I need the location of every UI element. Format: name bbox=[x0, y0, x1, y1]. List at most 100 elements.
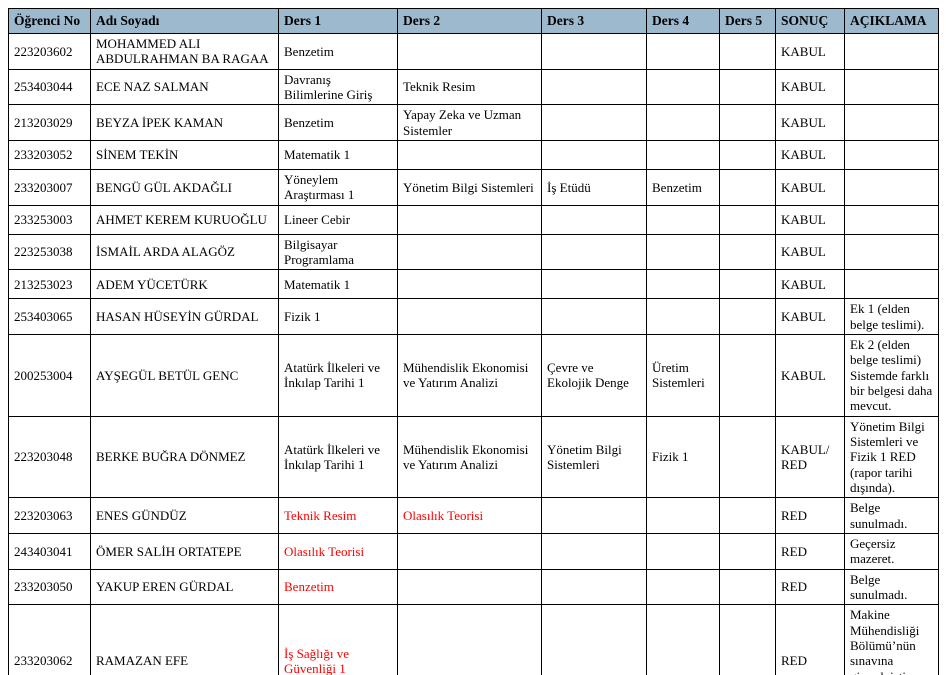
cell-aciklama: Belge sunulmadı. bbox=[844, 497, 939, 534]
cell-ogrenci-no: 223203048 bbox=[8, 415, 91, 499]
col-header-sonuc: SONUÇ bbox=[775, 8, 845, 34]
cell-sonuc: KABUL/ RED bbox=[775, 415, 845, 499]
cell-ders5 bbox=[719, 269, 776, 300]
cell-ders2 bbox=[397, 139, 542, 170]
cell-sonuc: KABUL bbox=[775, 168, 845, 206]
cell-ders2: Mühendislik Ekonomisi ve Yatırım Analizi bbox=[397, 333, 542, 417]
cell-ders5 bbox=[719, 204, 776, 235]
cell-aciklama: Ek 1 (elden belge teslimi). bbox=[844, 298, 939, 335]
cell-ogrenci-no: 253403044 bbox=[8, 68, 91, 106]
table-row: 253403065 HASAN HÜSEYİN GÜRDAL Fizik 1 KABU… bbox=[8, 298, 939, 335]
cell-adi-soyadi: RAMAZAN EFE bbox=[90, 604, 279, 675]
cell-ders1: Benzetim bbox=[278, 33, 398, 70]
table-row: 223203602 MOHAMMED ALI ABDULRAHMAN BA RAG… bbox=[8, 33, 939, 70]
cell-aciklama: Belge sunulmadı. bbox=[844, 568, 939, 606]
cell-ogrenci-no: 233203007 bbox=[8, 168, 91, 206]
col-header-ders-1: Ders 1 bbox=[278, 8, 398, 34]
results-table-body: 223203602 MOHAMMED ALI ABDULRAHMAN BA RAG… bbox=[8, 33, 939, 675]
cell-sonuc: KABUL bbox=[775, 204, 845, 235]
table-row: 213253023 ADEM YÜCETÜRK Matematik 1 KABUL bbox=[8, 269, 939, 300]
cell-aciklama bbox=[844, 204, 939, 235]
table-row: 233203052 SİNEM TEKİN Matematik 1 KABUL bbox=[8, 139, 939, 170]
cell-aciklama bbox=[844, 33, 939, 70]
cell-ders4: Fizik 1 bbox=[646, 415, 720, 499]
cell-adi-soyadi: ECE NAZ SALMAN bbox=[90, 68, 279, 106]
cell-aciklama: Ek 2 (elden belge teslimi) Sistemde fark… bbox=[844, 333, 939, 417]
cell-ders4 bbox=[646, 298, 720, 335]
cell-adi-soyadi: BENGÜ GÜL AKDAĞLI bbox=[90, 168, 279, 206]
cell-ders2 bbox=[397, 33, 542, 70]
cell-ders1: Matematik 1 bbox=[278, 139, 398, 170]
table-row: 253403044 ECE NAZ SALMAN Davranış Bilimler… bbox=[8, 68, 939, 106]
cell-ders1: Davranış Bilimlerine Giriş bbox=[278, 68, 398, 106]
cell-ders2: Mühendislik Ekonomisi ve Yatırım Analizi bbox=[397, 415, 542, 499]
cell-ogrenci-no: 233203062 bbox=[8, 604, 91, 675]
cell-ders4 bbox=[646, 568, 720, 606]
cell-ders3 bbox=[541, 204, 647, 235]
cell-ders2: Yapay Zeka ve Uzman Sistemler bbox=[397, 104, 542, 141]
table-row: 223253038 İSMAİL ARDA ALAGÖZ Bilgisayar Pr… bbox=[8, 233, 939, 271]
table-row: 223203063 ENES GÜNDÜZ Teknik Resim Olasılık… bbox=[8, 497, 939, 534]
cell-ogrenci-no: 233253003 bbox=[8, 204, 91, 235]
cell-adi-soyadi: BEYZA İPEK KAMAN bbox=[90, 104, 279, 141]
cell-ogrenci-no: 233203052 bbox=[8, 139, 91, 170]
cell-ders1: Atatürk İlkeleri ve İnkılap Tarihi 1 bbox=[278, 415, 398, 499]
cell-ders5 bbox=[719, 33, 776, 70]
col-header-aciklama: AÇIKLAMA bbox=[844, 8, 939, 34]
cell-ders5 bbox=[719, 168, 776, 206]
cell-sonuc: KABUL bbox=[775, 139, 845, 170]
cell-ders2 bbox=[397, 568, 542, 606]
col-header-ders-5: Ders 5 bbox=[719, 8, 776, 34]
cell-ders5 bbox=[719, 497, 776, 534]
cell-ders1: Yöneylem Araştırması 1 bbox=[278, 168, 398, 206]
col-header-ders-2: Ders 2 bbox=[397, 8, 542, 34]
cell-ders5 bbox=[719, 532, 776, 570]
cell-ders3 bbox=[541, 68, 647, 106]
table-row: 200253004 AYŞEGÜL BETÜL GENC Atatürk İlkel… bbox=[8, 333, 939, 417]
col-header-ders-4: Ders 4 bbox=[646, 8, 720, 34]
cell-ders5 bbox=[719, 139, 776, 170]
cell-ders5 bbox=[719, 604, 776, 675]
cell-adi-soyadi: ENES GÜNDÜZ bbox=[90, 497, 279, 534]
cell-adi-soyadi: YAKUP EREN GÜRDAL bbox=[90, 568, 279, 606]
cell-ders3: Çevre ve Ekolojik Denge bbox=[541, 333, 647, 417]
table-row: 213203029 BEYZA İPEK KAMAN Benzetim Yapay Z… bbox=[8, 104, 939, 141]
cell-ders5 bbox=[719, 568, 776, 606]
cell-ogrenci-no: 223203063 bbox=[8, 497, 91, 534]
cell-aciklama: Geçersiz mazeret. bbox=[844, 532, 939, 570]
cell-ders4 bbox=[646, 604, 720, 675]
cell-ders3 bbox=[541, 568, 647, 606]
cell-ders1: Olasılık Teorisi bbox=[278, 532, 398, 570]
cell-ders5 bbox=[719, 298, 776, 335]
cell-ogrenci-no: 253403065 bbox=[8, 298, 91, 335]
cell-adi-soyadi: AYŞEGÜL BETÜL GENC bbox=[90, 333, 279, 417]
table-row: 243403041 ÖMER SALİH ORTATEPE Olasılık Teo… bbox=[8, 532, 939, 570]
cell-ders2: Olasılık Teorisi bbox=[397, 497, 542, 534]
cell-sonuc: KABUL bbox=[775, 333, 845, 417]
cell-ders5 bbox=[719, 104, 776, 141]
cell-aciklama bbox=[844, 269, 939, 300]
cell-aciklama: Makine Mühendisliği Bölümü’nün sınavına … bbox=[844, 604, 939, 675]
cell-ders3: Yönetim Bilgi Sistemleri bbox=[541, 415, 647, 499]
cell-ders3 bbox=[541, 497, 647, 534]
cell-ders4 bbox=[646, 104, 720, 141]
cell-ders5 bbox=[719, 68, 776, 106]
cell-ders3 bbox=[541, 604, 647, 675]
cell-ders4 bbox=[646, 497, 720, 534]
cell-ders5 bbox=[719, 415, 776, 499]
cell-ders1: Bilgisayar Programlama bbox=[278, 233, 398, 271]
cell-sonuc: KABUL bbox=[775, 33, 845, 70]
cell-aciklama bbox=[844, 139, 939, 170]
cell-ders4 bbox=[646, 204, 720, 235]
cell-adi-soyadi: ADEM YÜCETÜRK bbox=[90, 269, 279, 300]
cell-ders3 bbox=[541, 532, 647, 570]
cell-ders1: Benzetim bbox=[278, 568, 398, 606]
cell-aciklama bbox=[844, 68, 939, 106]
cell-ders4: Üretim Sistemleri bbox=[646, 333, 720, 417]
cell-ders3: İş Etüdü bbox=[541, 168, 647, 206]
cell-sonuc: RED bbox=[775, 497, 845, 534]
cell-ogrenci-no: 243403041 bbox=[8, 532, 91, 570]
cell-sonuc: KABUL bbox=[775, 298, 845, 335]
cell-adi-soyadi: SİNEM TEKİN bbox=[90, 139, 279, 170]
